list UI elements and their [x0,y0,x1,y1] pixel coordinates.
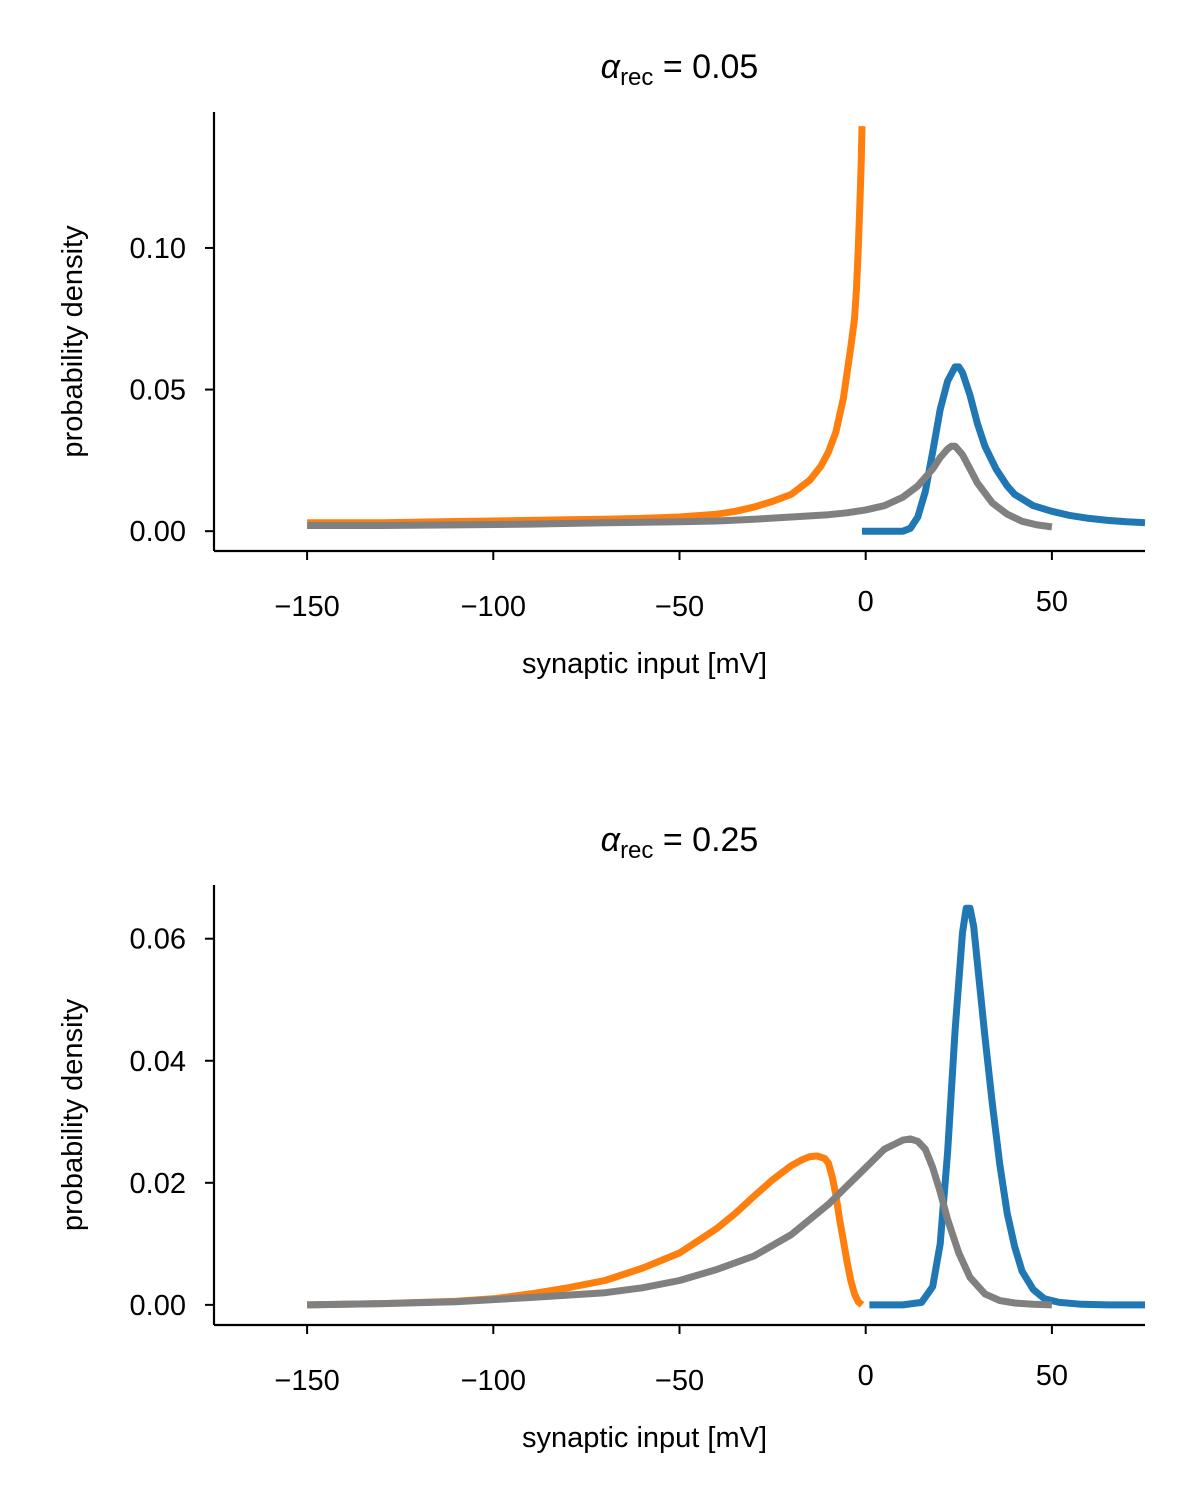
series-orange-curve [307,1152,865,1309]
x-tick-label: −150 [274,1365,339,1397]
title-value: = 0.25 [653,821,758,859]
title-subscript: rec [620,837,653,864]
y-tick-label: 0.00 [130,1290,186,1322]
x-axis-label: synaptic input [mV] [522,648,767,680]
panel-bottom: αrec = 0.25 −150 −100 −50 0 50 0.00 0.02 0.04 0.0… [57,821,1145,1454]
chart-title: αrec = 0.05 [601,48,759,91]
chart-title: αrec = 0.25 [601,821,759,864]
x-tick-label: 0 [858,1360,874,1392]
x-tick-label: −50 [655,1365,704,1397]
y-axis-label: probability density [57,998,89,1231]
title-symbol: α [601,821,622,859]
series-gray-curve [307,1135,1053,1309]
series-orange-curve [307,126,866,527]
y-tick-label: 0.04 [130,1046,186,1078]
y-axis-label: probability density [57,225,89,458]
title-symbol: α [601,48,622,86]
y-tick-label: 0.02 [130,1168,186,1200]
series-gray-curve [307,442,1053,531]
y-tick-label: 0.10 [130,233,186,265]
x-tick-label: −100 [461,591,526,623]
x-tick-label: −50 [655,591,704,623]
x-tick-label: 0 [858,586,874,618]
title-subscript: rec [620,64,653,91]
x-tick-label: −150 [274,591,339,623]
x-tick-label: 50 [1036,586,1068,618]
x-axis-label: synaptic input [mV] [522,1422,767,1454]
panel-top: αrec = 0.05 −150 −100 −50 0 50 0.00 0.05 0.10 syn… [57,48,1146,680]
y-tick-label: 0.00 [130,516,186,548]
y-tick-label: 0.05 [130,375,186,407]
x-tick-label: 50 [1036,1360,1068,1392]
y-tick-label: 0.06 [130,924,186,956]
series-blue-curve [869,904,1145,1309]
title-value: = 0.05 [653,48,758,86]
series-blue-curve [862,363,1146,535]
x-tick-label: −100 [461,1365,526,1397]
